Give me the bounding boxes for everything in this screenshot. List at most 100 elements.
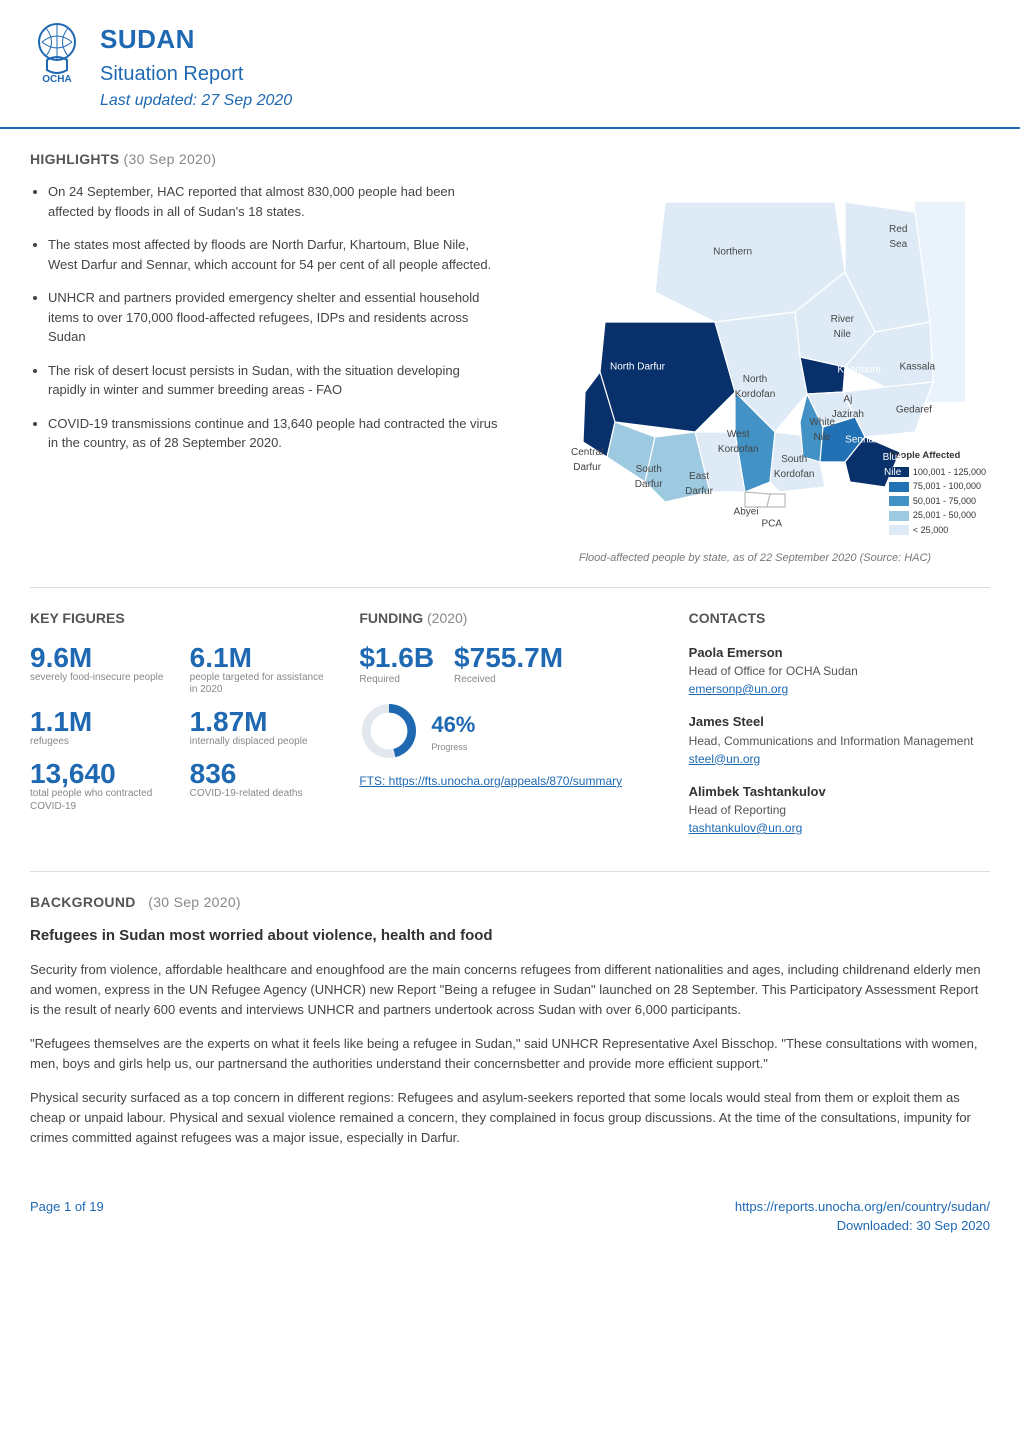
highlight-bullet: On 24 September, HAC reported that almos…	[48, 182, 500, 221]
contact-role: Head of Reporting	[689, 801, 990, 819]
legend-row: 75,001 - 100,000	[889, 480, 986, 494]
highlight-bullet: UNHCR and partners provided emergency sh…	[48, 288, 500, 347]
highlight-bullet: The states most affected by floods are N…	[48, 235, 500, 274]
legend-label: < 25,000	[913, 524, 948, 538]
background-paragraph: Physical security surfaced as a top conc…	[30, 1088, 990, 1148]
key-figure-label: COVID-19-related deaths	[190, 788, 332, 801]
background-title: BACKGROUND (30 Sep 2020)	[30, 892, 990, 913]
funding-received-value: $755.7M	[454, 643, 563, 672]
flood-map: People Affected 100,001 - 125,00075,001 …	[520, 182, 990, 542]
funding-progress: 46% Progress	[359, 701, 660, 761]
key-figures-title: KEY FIGURES	[30, 608, 331, 629]
ocha-logo-icon: OCHA	[30, 20, 84, 84]
highlights-title: HIGHLIGHTS (30 Sep 2020)	[30, 149, 990, 170]
background-body: Security from violence, affordable healt…	[30, 960, 990, 1149]
contact-role: Head of Office for OCHA Sudan	[689, 662, 990, 680]
contact-email[interactable]: emersonp@un.org	[689, 682, 789, 696]
key-figure-value: 6.1M	[190, 643, 332, 672]
funding-required-value: $1.6B	[359, 643, 434, 672]
page-number: Page 1 of 19	[30, 1197, 104, 1236]
highlights-date: (30 Sep 2020)	[124, 151, 217, 167]
background-title-text: BACKGROUND	[30, 894, 136, 910]
funding-received-label: Received	[454, 672, 563, 687]
contact-name: Alimbek Tashtankulov	[689, 782, 990, 802]
legend-row: 25,001 - 50,000	[889, 509, 986, 523]
contacts-col: CONTACTS Paola EmersonHead of Office for…	[689, 608, 990, 852]
funding-col: FUNDING (2020) $1.6B Required $755.7M Re…	[359, 608, 660, 852]
contact-item: Alimbek TashtankulovHead of Reporting tas…	[689, 782, 990, 838]
header-text: SUDAN Situation Report Last updated: 27 …	[100, 20, 292, 113]
key-figure-item: 6.1Mpeople targeted for assistance in 20…	[190, 643, 332, 697]
key-figure-value: 1.87M	[190, 707, 332, 736]
key-figure-label: internally displaced people	[190, 736, 332, 749]
logo-text: OCHA	[42, 74, 71, 84]
funding-year: (2020)	[427, 610, 467, 626]
highlights-section: HIGHLIGHTS (30 Sep 2020) On 24 September…	[0, 129, 1020, 587]
key-figure-item: 836COVID-19-related deaths	[190, 759, 332, 813]
contact-email[interactable]: tashtankulov@un.org	[689, 821, 803, 835]
background-paragraph: "Refugees themselves are the experts on …	[30, 1034, 990, 1074]
ocha-logo: OCHA	[30, 20, 84, 90]
funding-received: $755.7M Received	[454, 643, 563, 687]
footer-url: https://reports.unocha.org/en/country/su…	[735, 1197, 990, 1217]
contact-name: James Steel	[689, 712, 990, 732]
progress-donut-icon	[359, 701, 419, 761]
map-state	[715, 312, 807, 432]
legend-label: 100,001 - 125,000	[913, 466, 986, 480]
summary-row: KEY FIGURES 9.6Mseverely food-insecure p…	[0, 588, 1020, 872]
key-figure-label: people targeted for assistance in 2020	[190, 672, 332, 697]
legend-row: 50,001 - 75,000	[889, 495, 986, 509]
legend-row: 100,001 - 125,000	[889, 466, 986, 480]
highlights-title-text: HIGHLIGHTS	[30, 151, 119, 167]
map-state	[745, 492, 770, 507]
background-date: (30 Sep 2020)	[148, 894, 241, 910]
contacts-title: CONTACTS	[689, 608, 990, 629]
background-heading: Refugees in Sudan most worried about vio…	[30, 925, 990, 948]
key-figures-col: KEY FIGURES 9.6Mseverely food-insecure p…	[30, 608, 331, 852]
legend-row: < 25,000	[889, 524, 986, 538]
progress-label: Progress	[431, 741, 475, 755]
key-figure-value: 836	[190, 759, 332, 788]
country-title: SUDAN	[100, 20, 292, 59]
key-figure-value: 13,640	[30, 759, 172, 788]
legend-title: People Affected	[889, 449, 986, 463]
fts-link[interactable]: FTS: https://fts.unocha.org/appeals/870/…	[359, 774, 622, 788]
key-figure-label: total people who contracted COVID-19	[30, 788, 172, 813]
map-column: People Affected 100,001 - 125,00075,001 …	[520, 182, 990, 567]
map-state	[767, 494, 785, 507]
report-header: OCHA SUDAN Situation Report Last updated…	[0, 0, 1020, 129]
funding-required-label: Required	[359, 672, 434, 687]
legend-swatch	[889, 496, 909, 506]
contact-item: Paola EmersonHead of Office for OCHA Sud…	[689, 643, 990, 699]
map-state	[600, 322, 735, 432]
legend-label: 25,001 - 50,000	[913, 509, 976, 523]
contact-role: Head, Communications and Information Man…	[689, 732, 990, 750]
key-figure-value: 1.1M	[30, 707, 172, 736]
background-paragraph: Security from violence, affordable healt…	[30, 960, 990, 1020]
legend-swatch	[889, 525, 909, 535]
funding-required: $1.6B Required	[359, 643, 434, 687]
legend-label: 50,001 - 75,000	[913, 495, 976, 509]
key-figure-item: 1.87Minternally displaced people	[190, 707, 332, 749]
highlight-bullet: The risk of desert locust persists in Su…	[48, 361, 500, 400]
key-figure-value: 9.6M	[30, 643, 172, 672]
funding-title-text: FUNDING	[359, 610, 423, 626]
highlight-bullet: COVID-19 transmissions continue and 13,6…	[48, 414, 500, 453]
key-figure-item: 13,640total people who contracted COVID-…	[30, 759, 172, 813]
contact-item: James SteelHead, Communications and Info…	[689, 712, 990, 768]
contact-email[interactable]: steel@un.org	[689, 752, 761, 766]
key-figure-item: 1.1Mrefugees	[30, 707, 172, 749]
legend-swatch	[889, 511, 909, 521]
legend-swatch	[889, 467, 909, 477]
page-footer: Page 1 of 19 https://reports.unocha.org/…	[0, 1183, 1020, 1256]
legend-label: 75,001 - 100,000	[913, 480, 981, 494]
legend-swatch	[889, 482, 909, 492]
key-figure-item: 9.6Mseverely food-insecure people	[30, 643, 172, 697]
report-subtitle: Situation Report	[100, 59, 292, 89]
map-caption: Flood-affected people by state, as of 22…	[520, 550, 990, 567]
footer-downloaded: Downloaded: 30 Sep 2020	[735, 1216, 990, 1236]
background-section: BACKGROUND (30 Sep 2020) Refugees in Sud…	[0, 872, 1020, 1183]
last-updated: Last updated: 27 Sep 2020	[100, 89, 292, 113]
map-legend: People Affected 100,001 - 125,00075,001 …	[889, 449, 986, 538]
highlights-bullets: On 24 September, HAC reported that almos…	[30, 182, 500, 567]
